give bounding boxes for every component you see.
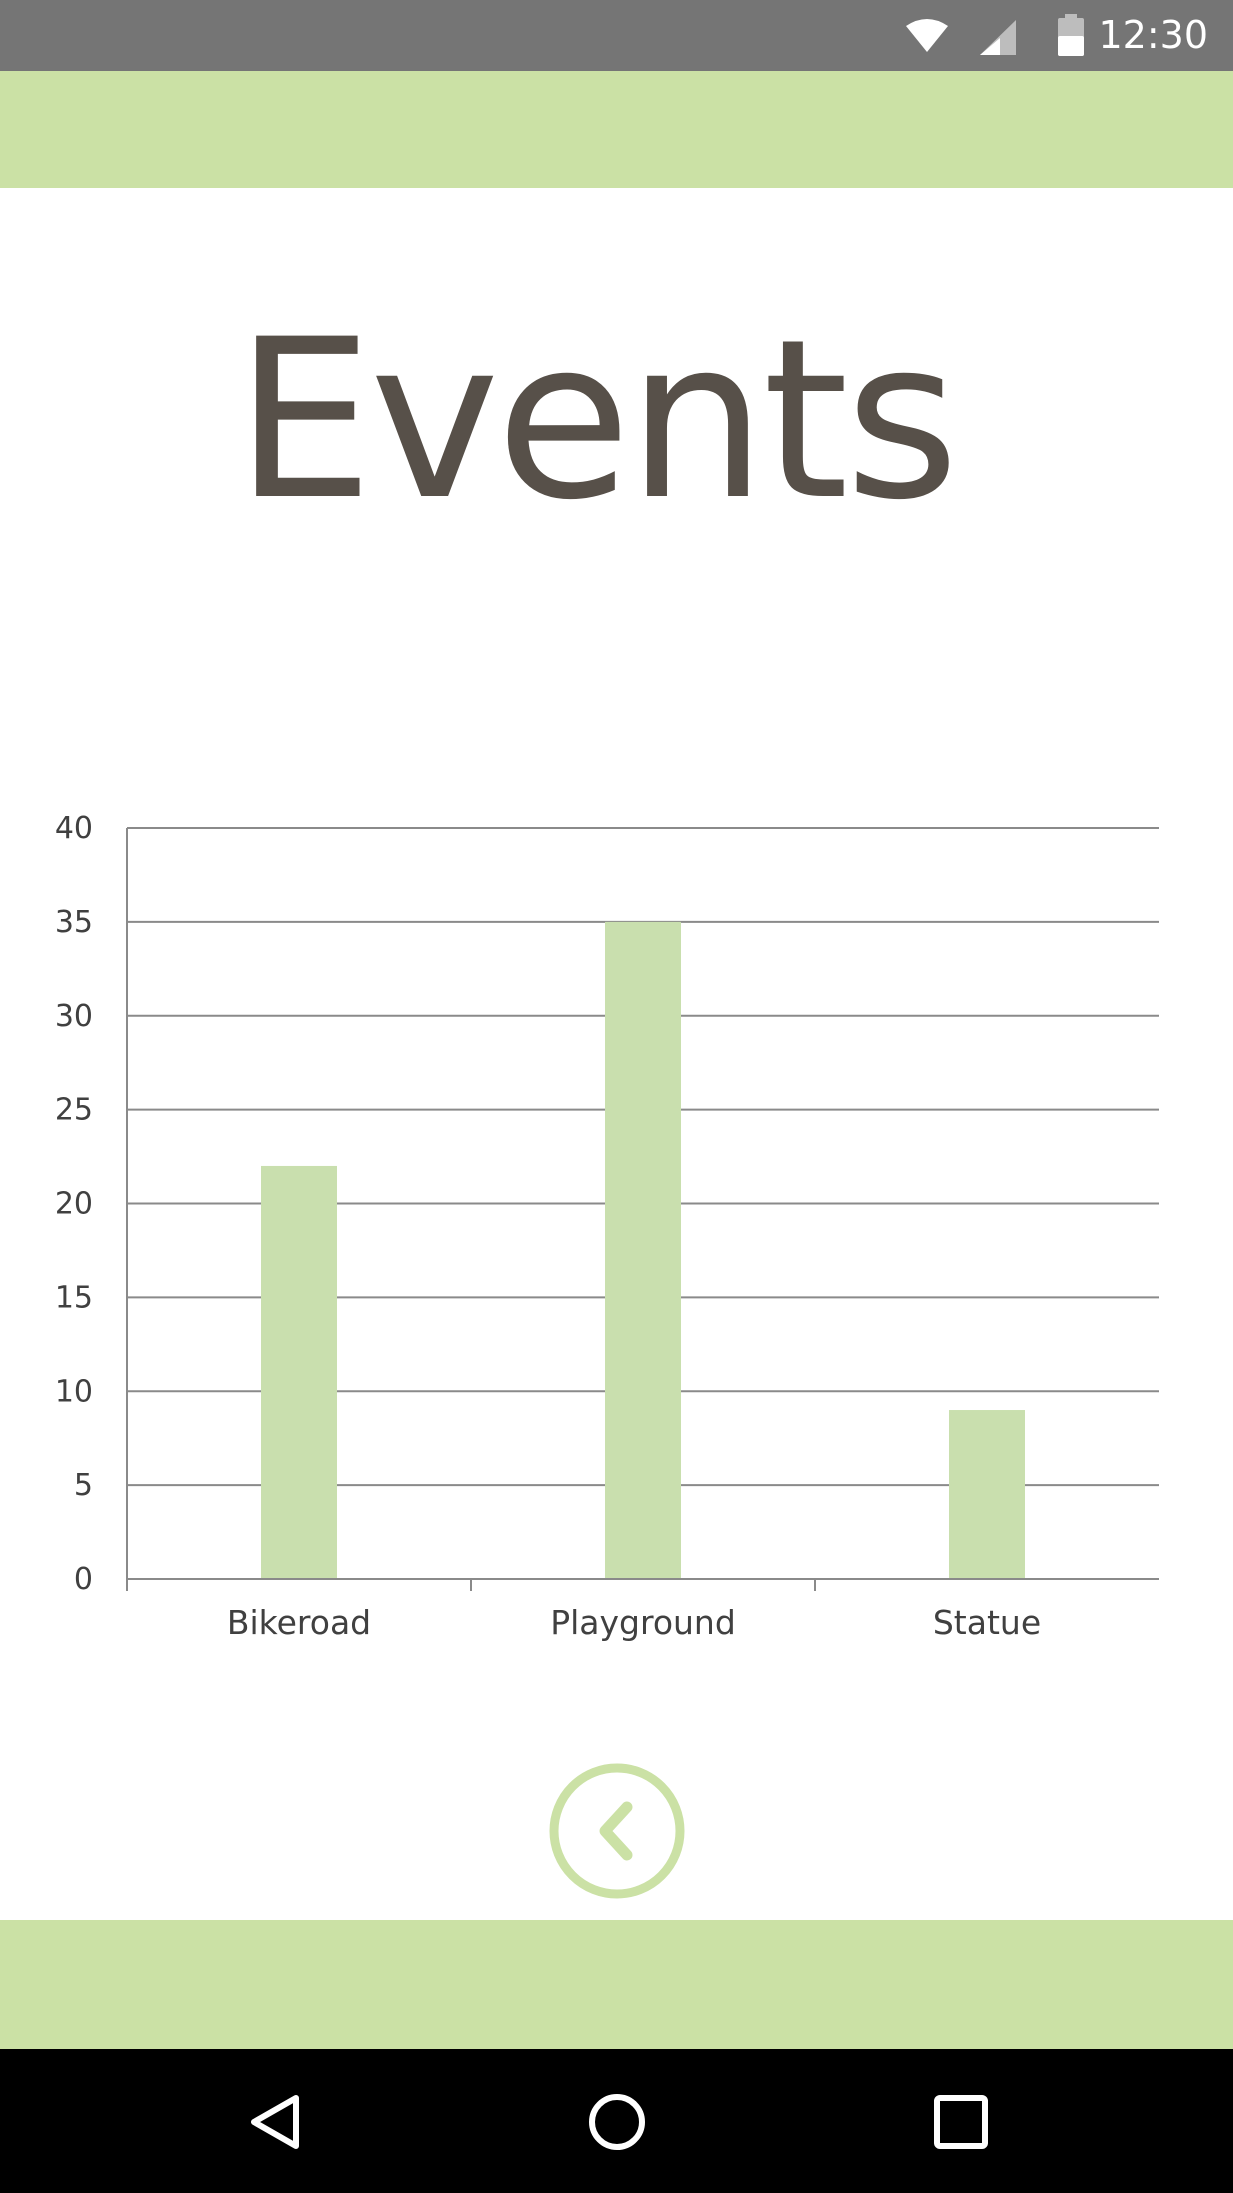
y-tick-label: 10 — [55, 1374, 93, 1409]
status-time: 12:30 — [1098, 13, 1208, 57]
bar-bikeroad — [261, 1165, 337, 1578]
y-tick-label: 40 — [55, 811, 93, 846]
cell-signal-icon — [980, 20, 1016, 55]
bottom-banner — [0, 1920, 1233, 2049]
navigation-bar — [0, 2049, 1233, 2193]
y-tick-label: 30 — [55, 999, 93, 1034]
y-tick-label: 25 — [55, 1093, 93, 1128]
back-button[interactable] — [549, 1763, 685, 1899]
y-tick-label: 5 — [74, 1468, 93, 1503]
x-tick-label: Playground — [550, 1603, 736, 1642]
top-banner — [0, 71, 1233, 188]
y-tick-label: 35 — [55, 905, 93, 940]
recents-square-icon[interactable] — [916, 2077, 1006, 2167]
bar-statue — [949, 1410, 1025, 1578]
home-circle-icon[interactable] — [572, 2077, 662, 2167]
bar-playground — [605, 921, 681, 1578]
x-tick-label: Bikeroad — [227, 1603, 371, 1642]
events-bar-chart: 0 5 10 15 20 25 30 35 40 Bikeroad Playground Statue — [55, 811, 1159, 1642]
back-triangle-icon[interactable] — [230, 2077, 320, 2167]
page-title: Events — [234, 292, 960, 548]
x-tick-label: Statue — [933, 1603, 1041, 1642]
y-tick-label: 20 — [55, 1187, 93, 1222]
y-tick-label: 0 — [74, 1562, 93, 1597]
wifi-icon — [906, 19, 948, 52]
battery-icon — [1058, 14, 1084, 56]
status-bar: 12:30 — [0, 0, 1233, 71]
chevron-left-icon — [549, 1763, 685, 1899]
y-tick-label: 15 — [55, 1280, 93, 1315]
